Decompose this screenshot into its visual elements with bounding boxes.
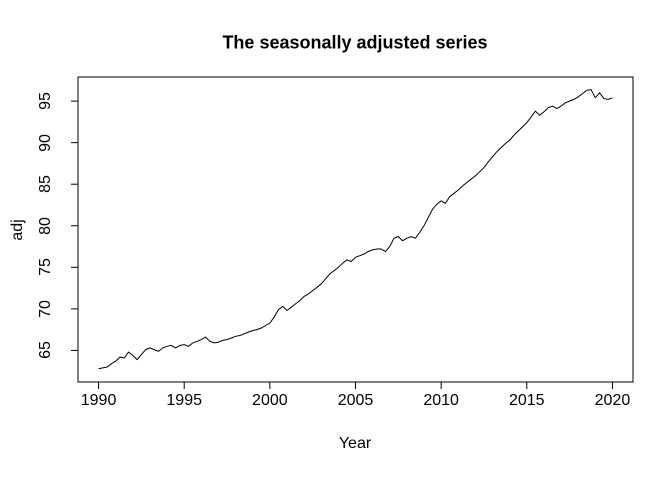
y-axis-label: adj bbox=[9, 219, 26, 241]
y-tick-label-65: 65 bbox=[37, 341, 54, 360]
x-tick-label-2015: 2015 bbox=[508, 392, 545, 409]
y-tick-label-85: 85 bbox=[37, 175, 54, 194]
x-tick-label-2010: 2010 bbox=[423, 392, 459, 409]
x-tick-label-2020: 2020 bbox=[594, 392, 631, 409]
x-tick-label-1995: 1995 bbox=[166, 392, 202, 409]
x-tick-label-2005: 2005 bbox=[337, 392, 374, 409]
y-tick-label-80: 80 bbox=[37, 216, 54, 235]
y-tick-label-90: 90 bbox=[37, 133, 54, 152]
y-tick-label-75: 75 bbox=[37, 258, 54, 277]
y-tick-label-70: 70 bbox=[37, 299, 54, 318]
x-tick-label-1990: 1990 bbox=[80, 392, 117, 409]
x-tick-label-2000: 2000 bbox=[252, 392, 288, 409]
y-tick-label-95: 95 bbox=[37, 92, 54, 110]
x-axis-label: Year bbox=[338, 435, 372, 452]
chart-title: The seasonally adjusted series bbox=[222, 32, 488, 53]
